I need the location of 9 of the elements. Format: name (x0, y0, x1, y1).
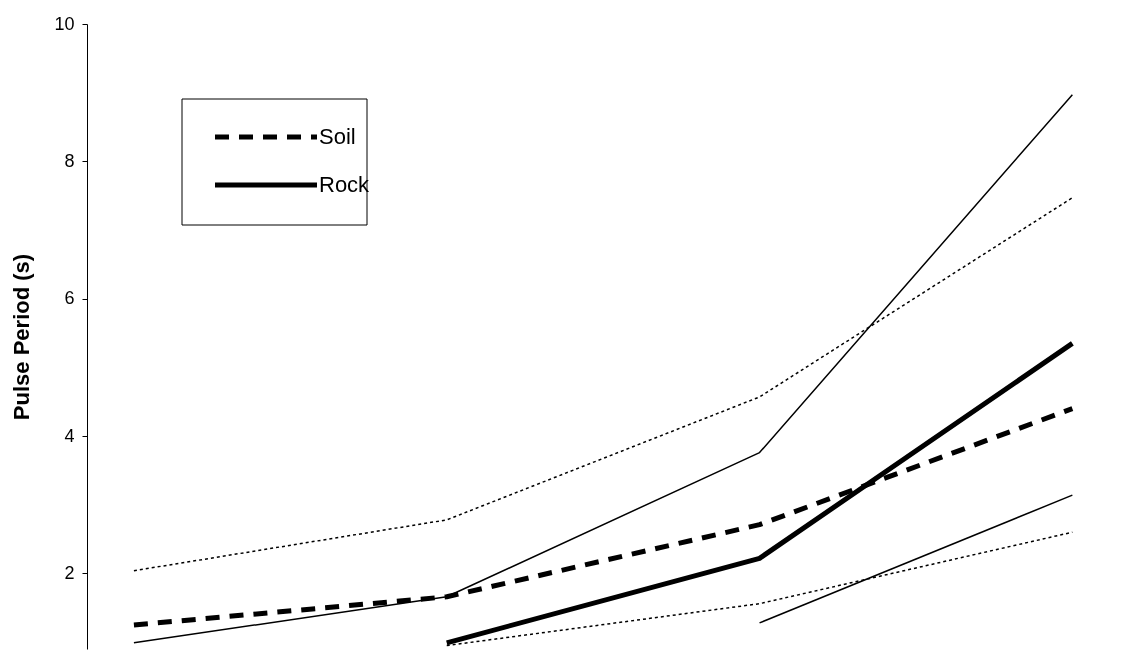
y-tick-label: 6 (64, 288, 75, 309)
y-tick-label: 2 (64, 562, 75, 583)
legend-label: Rock (319, 172, 371, 197)
y-axis-title: Pulse Period (s) (9, 253, 35, 421)
legend-label: Soil (319, 124, 356, 149)
y-tick-label: 4 (64, 425, 75, 446)
line-series (133, 93, 1074, 644)
y-tick-label: 10 (54, 13, 75, 34)
y-tick-label: 8 (64, 150, 75, 171)
